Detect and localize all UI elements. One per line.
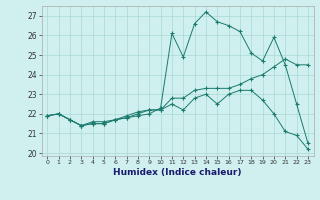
- X-axis label: Humidex (Indice chaleur): Humidex (Indice chaleur): [113, 168, 242, 177]
